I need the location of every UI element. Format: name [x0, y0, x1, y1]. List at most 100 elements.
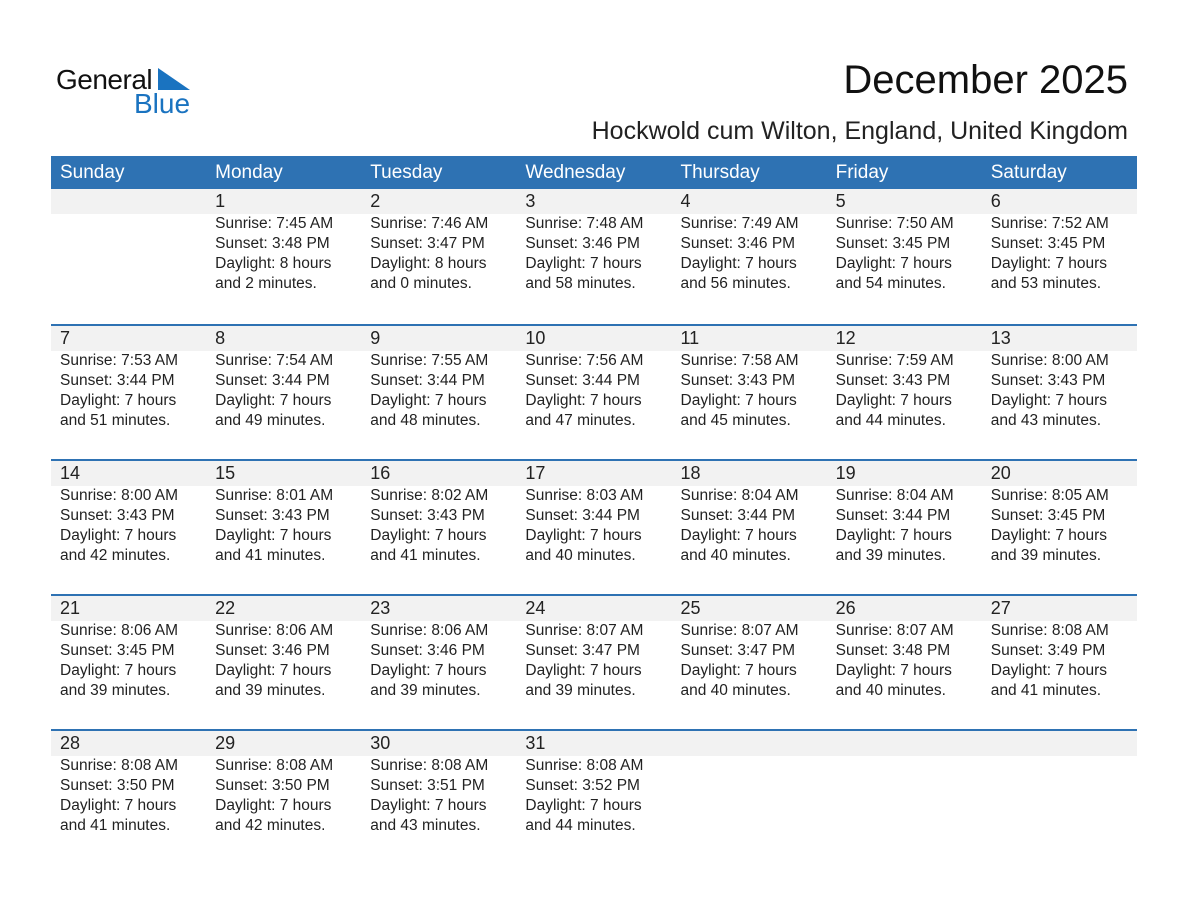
day-cell: 7 Sunrise: 7:53 AM Sunset: 3:44 PM Daylight…	[51, 326, 206, 431]
day-number-band	[51, 731, 1137, 756]
daylight1-text: Daylight: 7 hours	[370, 797, 487, 814]
day-cell: 11 Sunrise: 7:58 AM Sunset: 3:43 PM Dayligh…	[672, 326, 827, 431]
day-number: 7	[60, 328, 71, 348]
daylight2-text: and 41 minutes.	[990, 682, 1102, 699]
day-number: 1	[215, 191, 226, 211]
sunset-text: Sunset: 3:48 PM	[835, 642, 951, 659]
sunset-text: Sunset: 3:43 PM	[680, 372, 796, 389]
weekday-tuesday: Tuesday	[370, 162, 443, 183]
day-cell: 25 Sunrise: 8:07 AM Sunset: 3:47 PM Dayligh…	[672, 596, 827, 701]
weekday-thursday: Thursday	[680, 162, 760, 183]
day-cell: 30 Sunrise: 8:08 AM Sunset: 3:51 PM Dayligh…	[361, 731, 516, 836]
sunset-text: Sunset: 3:46 PM	[525, 235, 640, 252]
day-number: 3	[525, 191, 536, 211]
day-number: 26	[835, 598, 856, 618]
sunset-text: Sunset: 3:48 PM	[215, 235, 330, 252]
day-cell: 23 Sunrise: 8:06 AM Sunset: 3:46 PM Dayligh…	[361, 596, 516, 701]
sunset-text: Sunset: 3:45 PM	[990, 507, 1106, 524]
sunrise-text: Sunrise: 8:05 AM	[990, 487, 1109, 504]
sunrise-text: Sunrise: 8:02 AM	[370, 487, 489, 504]
daylight1-text: Daylight: 7 hours	[990, 255, 1108, 272]
daylight1-text: Daylight: 7 hours	[370, 392, 487, 409]
day-number: 30	[370, 733, 391, 753]
daylight1-text: Daylight: 7 hours	[680, 662, 797, 679]
sunrise-text: Sunrise: 8:08 AM	[525, 757, 644, 774]
weekday-sunday: Sunday	[60, 162, 125, 183]
daylight1-text: Daylight: 7 hours	[525, 797, 642, 814]
day-cell: 8 Sunrise: 7:54 AM Sunset: 3:44 PM Daylight…	[206, 326, 361, 431]
day-number: 20	[990, 463, 1011, 483]
week-row: 14 Sunrise: 8:00 AM Sunset: 3:43 PM Dayligh…	[51, 459, 1137, 594]
daylight2-text: and 0 minutes.	[370, 275, 472, 292]
sunset-text: Sunset: 3:43 PM	[990, 372, 1106, 389]
calendar: Sunday Monday Tuesday Wednesday Thursday Frid…	[51, 156, 1137, 864]
sunset-text: Sunset: 3:46 PM	[370, 642, 485, 659]
daylight1-text: Daylight: 8 hours	[370, 255, 487, 272]
daylight2-text: and 43 minutes.	[990, 412, 1102, 429]
sunset-text: Sunset: 3:44 PM	[835, 507, 951, 524]
daylight1-text: Daylight: 7 hours	[680, 255, 797, 272]
day-number: 24	[525, 598, 546, 618]
day-cell: 4 Sunrise: 7:49 AM Sunset: 3:46 PM Daylight…	[672, 189, 827, 294]
weekday-wednesday: Wednesday	[525, 162, 626, 183]
day-cell: 3 Sunrise: 7:48 AM Sunset: 3:46 PM Daylight…	[516, 189, 671, 294]
sunset-text: Sunset: 3:52 PM	[525, 777, 640, 794]
sunset-text: Sunset: 3:44 PM	[525, 507, 640, 524]
sunrise-text: Sunrise: 7:45 AM	[215, 215, 334, 232]
daylight1-text: Daylight: 7 hours	[835, 662, 952, 679]
daylight2-text: and 53 minutes.	[990, 275, 1102, 292]
sunset-text: Sunset: 3:43 PM	[370, 507, 485, 524]
daylight2-text: and 39 minutes.	[990, 547, 1102, 564]
day-number: 6	[990, 191, 1001, 211]
empty-cell	[51, 189, 206, 294]
day-cell: 12 Sunrise: 7:59 AM Sunset: 3:43 PM Dayligh…	[827, 326, 982, 431]
sunrise-text: Sunrise: 7:48 AM	[525, 215, 644, 232]
sunset-text: Sunset: 3:49 PM	[990, 642, 1106, 659]
sunrise-text: Sunrise: 7:46 AM	[370, 215, 489, 232]
weekday-monday: Monday	[215, 162, 283, 183]
sunset-text: Sunset: 3:44 PM	[60, 372, 175, 389]
day-number: 29	[215, 733, 236, 753]
daylight1-text: Daylight: 7 hours	[215, 662, 332, 679]
daylight2-text: and 39 minutes.	[525, 682, 636, 699]
daylight1-text: Daylight: 7 hours	[525, 392, 642, 409]
day-number: 31	[525, 733, 546, 753]
day-number: 4	[680, 191, 691, 211]
sunset-text: Sunset: 3:43 PM	[835, 372, 951, 389]
sunrise-text: Sunrise: 8:08 AM	[370, 757, 489, 774]
sunrise-text: Sunrise: 8:07 AM	[835, 622, 954, 639]
day-cell: 27 Sunrise: 8:08 AM Sunset: 3:49 PM Dayligh…	[982, 596, 1137, 701]
daylight1-text: Daylight: 7 hours	[990, 392, 1108, 409]
day-number-band	[51, 596, 1137, 621]
daylight2-text: and 41 minutes.	[215, 547, 326, 564]
sunset-text: Sunset: 3:47 PM	[370, 235, 485, 252]
day-cell: 14 Sunrise: 8:00 AM Sunset: 3:43 PM Dayligh…	[51, 461, 206, 566]
daylight2-text: and 48 minutes.	[370, 412, 481, 429]
sunrise-text: Sunrise: 7:56 AM	[525, 352, 644, 369]
week-row: 28 Sunrise: 8:08 AM Sunset: 3:50 PM Dayligh…	[51, 729, 1137, 864]
day-cell: 17 Sunrise: 8:03 AM Sunset: 3:44 PM Dayligh…	[516, 461, 671, 566]
weekday-friday: Friday	[835, 162, 889, 183]
day-number: 2	[370, 191, 381, 211]
day-cell: 15 Sunrise: 8:01 AM Sunset: 3:43 PM Dayligh…	[206, 461, 361, 566]
daylight1-text: Daylight: 7 hours	[680, 392, 797, 409]
daylight2-text: and 39 minutes.	[215, 682, 326, 699]
sunrise-text: Sunrise: 8:00 AM	[60, 487, 179, 504]
daylight2-text: and 42 minutes.	[215, 817, 326, 834]
daylight2-text: and 44 minutes.	[525, 817, 636, 834]
sunrise-text: Sunrise: 7:54 AM	[215, 352, 334, 369]
daylight2-text: and 40 minutes.	[835, 682, 946, 699]
logo-text-general: General	[56, 64, 153, 95]
sunset-text: Sunset: 3:44 PM	[680, 507, 796, 524]
empty-cell	[672, 731, 827, 836]
daylight1-text: Daylight: 7 hours	[990, 662, 1108, 679]
daylight2-text: and 51 minutes.	[60, 412, 171, 429]
sunset-text: Sunset: 3:50 PM	[60, 777, 175, 794]
empty-cell	[982, 731, 1137, 836]
daylight1-text: Daylight: 7 hours	[60, 527, 177, 544]
daylight1-text: Daylight: 7 hours	[370, 662, 487, 679]
daylight2-text: and 56 minutes.	[680, 275, 791, 292]
day-number: 11	[680, 328, 700, 348]
sunset-text: Sunset: 3:47 PM	[525, 642, 640, 659]
logo-text-blue: Blue	[134, 88, 191, 119]
